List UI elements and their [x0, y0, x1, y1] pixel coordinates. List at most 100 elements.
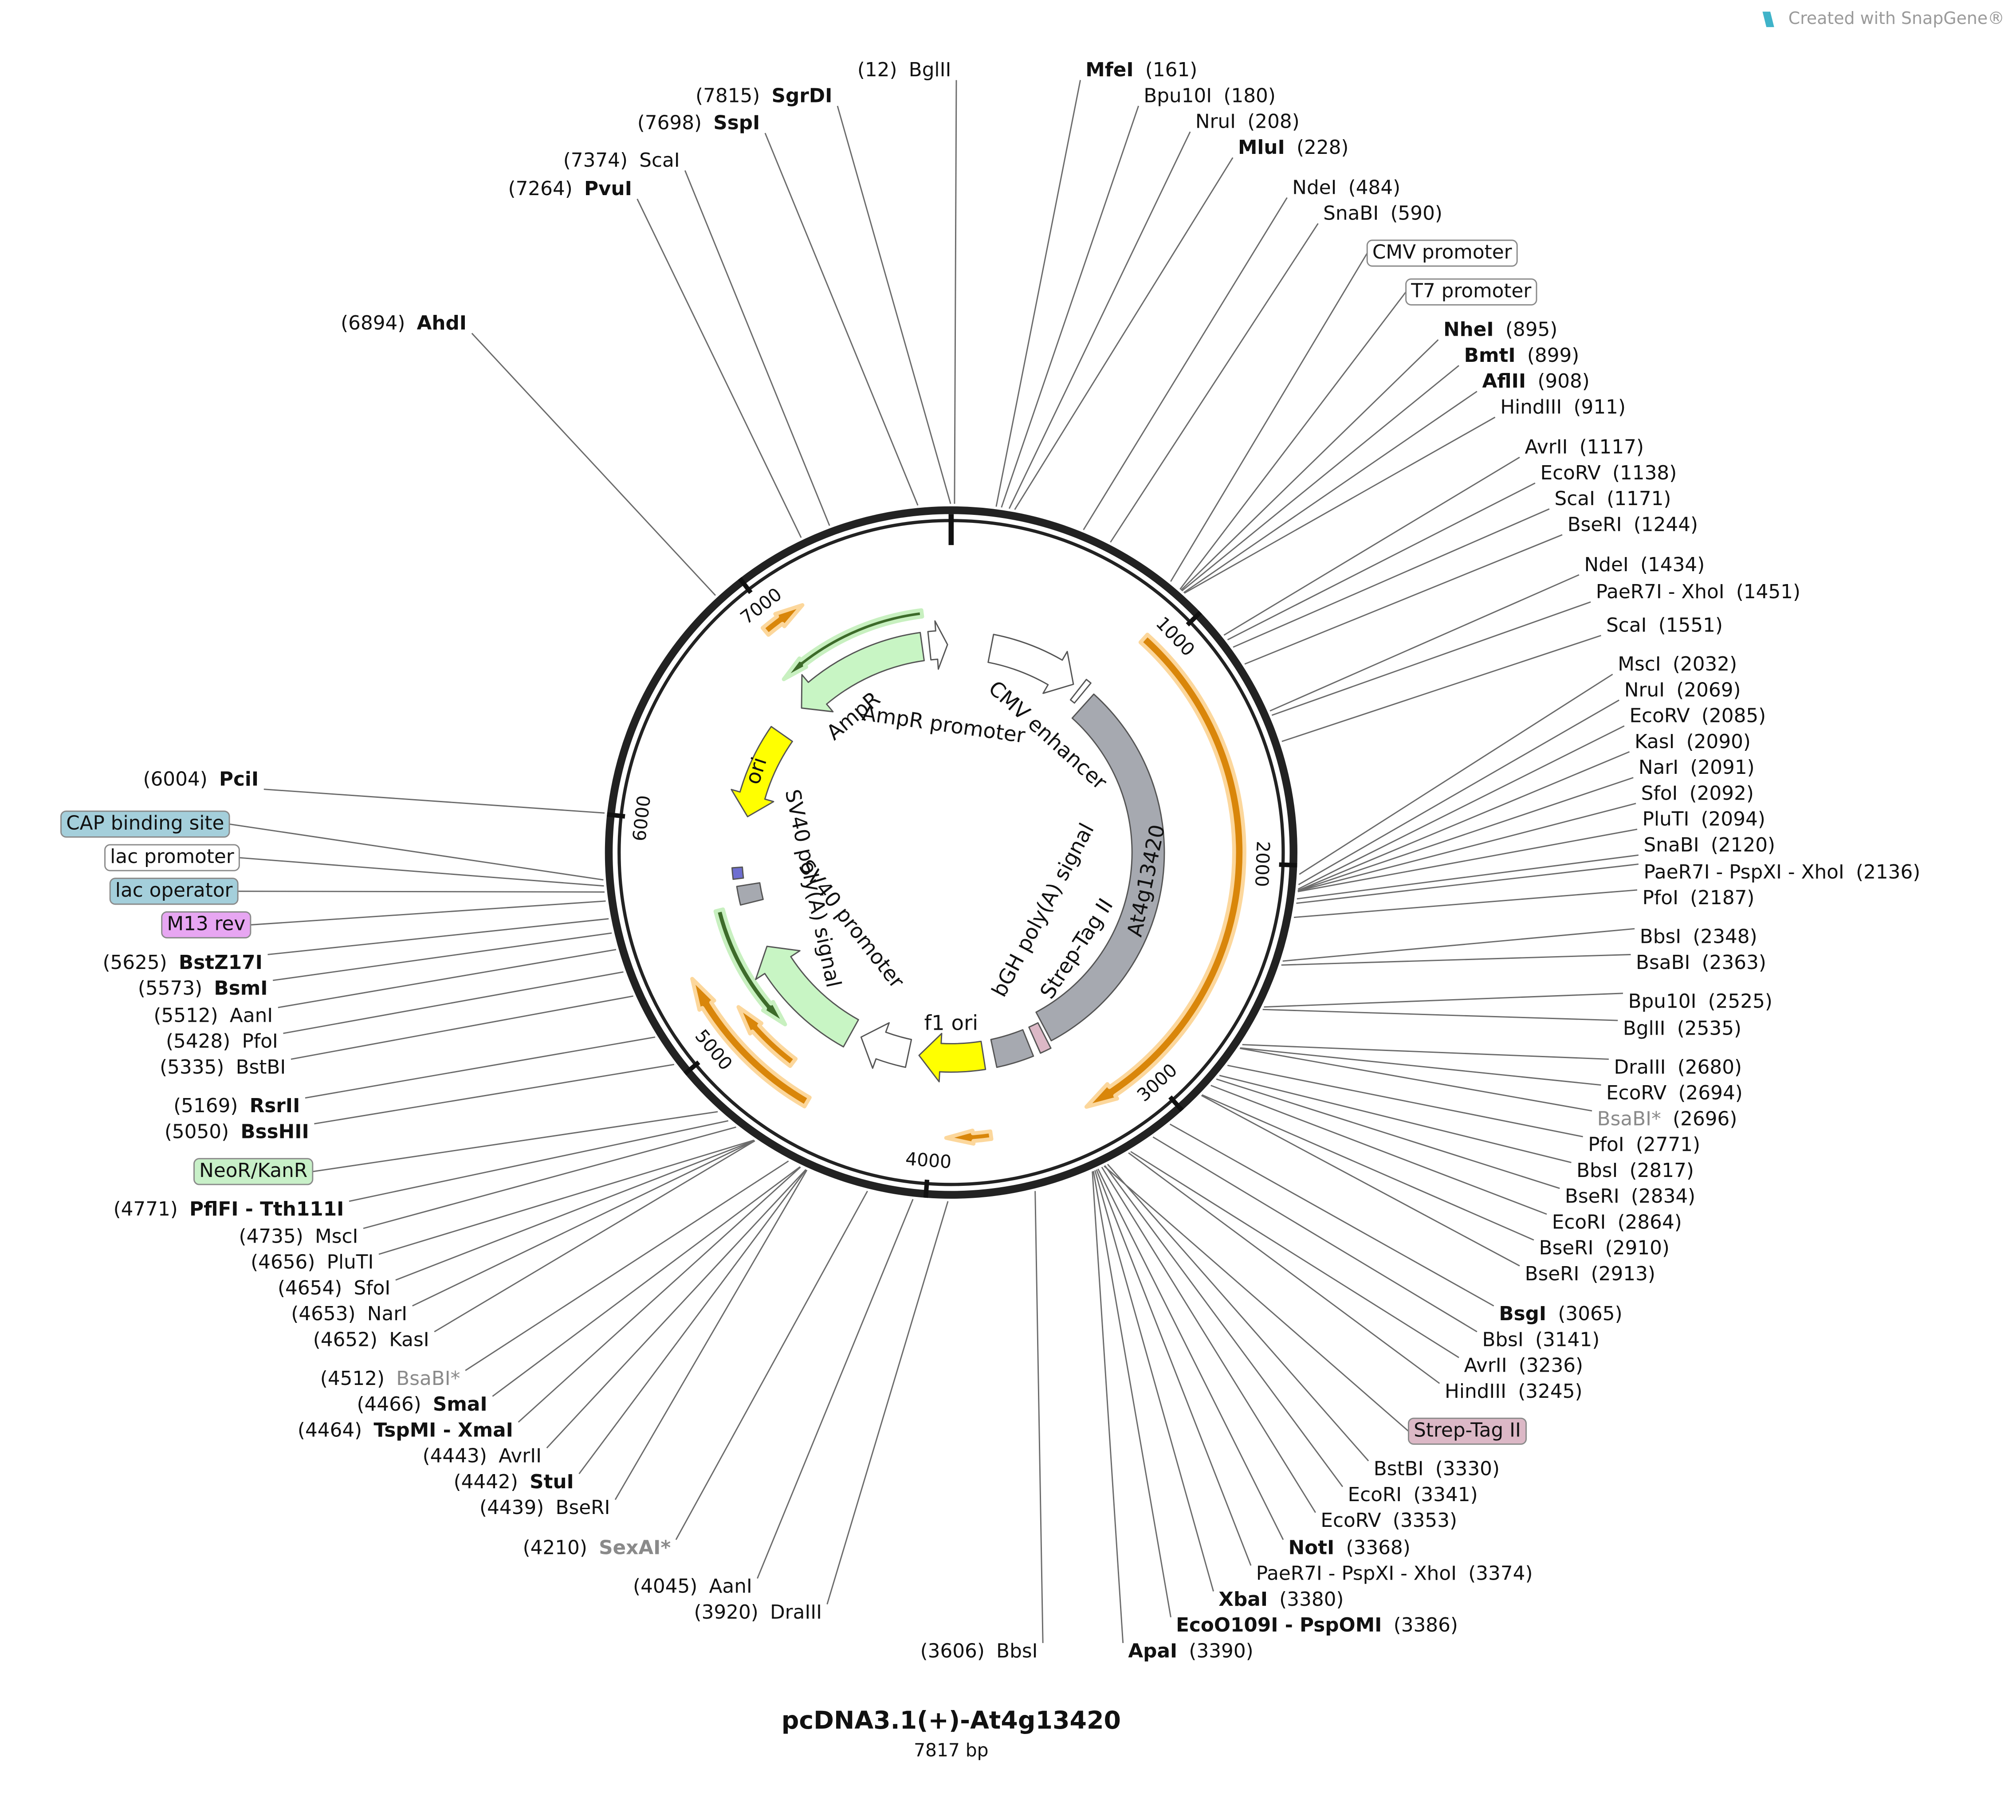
- site-position: (2771): [1636, 1134, 1700, 1156]
- feature-box-label: Strep-Tag II: [1414, 1419, 1521, 1441]
- site-name: AvrII: [1464, 1354, 1507, 1377]
- site-lead: [1297, 751, 1630, 891]
- site-label: NdeI (1434): [1584, 553, 1705, 576]
- site-position: (3353): [1393, 1509, 1457, 1532]
- site-name: PfoI: [1643, 886, 1678, 909]
- site-label: (4210) SexAI*: [523, 1536, 671, 1559]
- site-name: PaeR7I - PspXI - XhoI: [1644, 861, 1844, 883]
- site-name: PluTI: [327, 1251, 374, 1274]
- site-lead: [1107, 1164, 1369, 1462]
- feature-box-label: CAP binding site: [66, 812, 224, 834]
- site-name: BsaBI*: [396, 1367, 460, 1390]
- site-label: EcoRV (3353): [1320, 1509, 1457, 1532]
- site-position: (1434): [1640, 553, 1705, 576]
- site-position: (899): [1527, 344, 1579, 367]
- site-label: BmtI (899): [1464, 344, 1580, 367]
- site-label: (7264) PvuI: [508, 177, 632, 200]
- feature-lead: [1104, 1165, 1409, 1432]
- site-name: BseRI: [1565, 1185, 1619, 1208]
- site-position: (2032): [1673, 653, 1737, 675]
- feature-box: [161, 911, 252, 939]
- feature-box: [1366, 239, 1518, 267]
- site-name: BsgI: [1499, 1302, 1546, 1325]
- site-position: (4653): [291, 1302, 355, 1325]
- site-position: (3065): [1558, 1302, 1622, 1325]
- site-position: (161): [1145, 59, 1197, 81]
- site-lead: [395, 1140, 755, 1281]
- site-lead: [1262, 1008, 1618, 1021]
- feature-shapes: [606, 577, 1297, 1198]
- site-name: Bpu10I: [1628, 990, 1697, 1012]
- site-position: (4439): [479, 1496, 544, 1519]
- site-name: MscI: [315, 1225, 358, 1247]
- site-lead: [1233, 508, 1550, 648]
- site-lead: [757, 1199, 914, 1579]
- site-name: BglII: [909, 59, 951, 81]
- site-name: NarI: [1639, 756, 1678, 779]
- site-lead: [1202, 1094, 1534, 1241]
- site-position: (2090): [1686, 730, 1751, 753]
- site-label: (5050) BssHII: [165, 1120, 309, 1143]
- site-name: EcoRV: [1320, 1509, 1381, 1532]
- map-length: 7817 bp: [914, 1740, 988, 1761]
- site-lead: [1183, 391, 1478, 593]
- site-label: BsaBI (2363): [1636, 951, 1766, 974]
- site-label: EcoRV (1138): [1540, 462, 1677, 484]
- site-label: PaeR7I - PspXI - XhoI (3374): [1256, 1562, 1533, 1585]
- site-lead: [1083, 197, 1288, 530]
- site-lead: [1101, 1166, 1316, 1513]
- site-position: (1551): [1658, 614, 1723, 637]
- site-label: SnaBI (2120): [1644, 834, 1776, 856]
- site-label: (4045) AanI: [633, 1575, 752, 1598]
- site-lead: [1092, 1171, 1124, 1643]
- site-lead: [263, 788, 605, 814]
- site-lead: [1096, 1169, 1252, 1566]
- site-label: (3920) DraIII: [694, 1601, 822, 1624]
- site-label: BbsI (2817): [1576, 1159, 1694, 1182]
- site-position: (3368): [1346, 1536, 1410, 1559]
- site-position: (7698): [637, 112, 702, 134]
- feature-arc: [760, 603, 805, 637]
- site-name: BssHII: [240, 1120, 309, 1143]
- feature-lead: [238, 890, 605, 893]
- site-position: (1117): [1580, 436, 1644, 459]
- site-position: (228): [1297, 136, 1348, 159]
- site-lead: [1169, 1123, 1494, 1307]
- site-label: (6894) AhdI: [341, 312, 467, 334]
- site-lead: [1219, 1075, 1572, 1163]
- site-label: NheI (895): [1443, 318, 1557, 341]
- feature-arc: [944, 1129, 994, 1146]
- site-position: (5512): [153, 1004, 218, 1027]
- site-lead: [1097, 1169, 1284, 1540]
- site-name: EcoRV: [1630, 705, 1690, 727]
- site-label: (4439) BseRI: [479, 1496, 610, 1519]
- site-label: Bpu10I (2525): [1628, 990, 1772, 1012]
- site-label: NruI (208): [1195, 110, 1300, 133]
- site-position: (5335): [160, 1056, 224, 1079]
- site-position: (5625): [102, 951, 167, 974]
- site-lead: [291, 995, 633, 1060]
- site-position: (1244): [1634, 513, 1698, 536]
- feature-arc: [987, 634, 1074, 694]
- site-name: BseRI: [1568, 513, 1622, 536]
- site-lead: [1180, 339, 1439, 591]
- site-position: (911): [1574, 396, 1626, 418]
- site-label: DraIII (2680): [1614, 1056, 1742, 1079]
- feature-arc: [1069, 679, 1092, 704]
- site-position: (2094): [1701, 808, 1765, 831]
- site-name: AvrII: [499, 1445, 542, 1467]
- site-lead: [492, 1166, 801, 1397]
- site-label: (3606) BbsI: [920, 1640, 1038, 1662]
- site-lead: [267, 918, 609, 955]
- site-label: ScaI (1171): [1555, 487, 1671, 510]
- site-label: (4466) SmaI: [357, 1393, 487, 1416]
- site-position: (2525): [1708, 990, 1772, 1012]
- site-label: (4512) BsaBI*: [320, 1367, 460, 1390]
- site-name: AflII: [1482, 370, 1526, 392]
- site-name: BbsI: [1482, 1328, 1523, 1351]
- tick-label: 6000: [629, 794, 655, 842]
- site-lead: [995, 80, 1081, 507]
- site-position: (4656): [251, 1251, 315, 1274]
- site-name: BstZ17I: [179, 951, 263, 974]
